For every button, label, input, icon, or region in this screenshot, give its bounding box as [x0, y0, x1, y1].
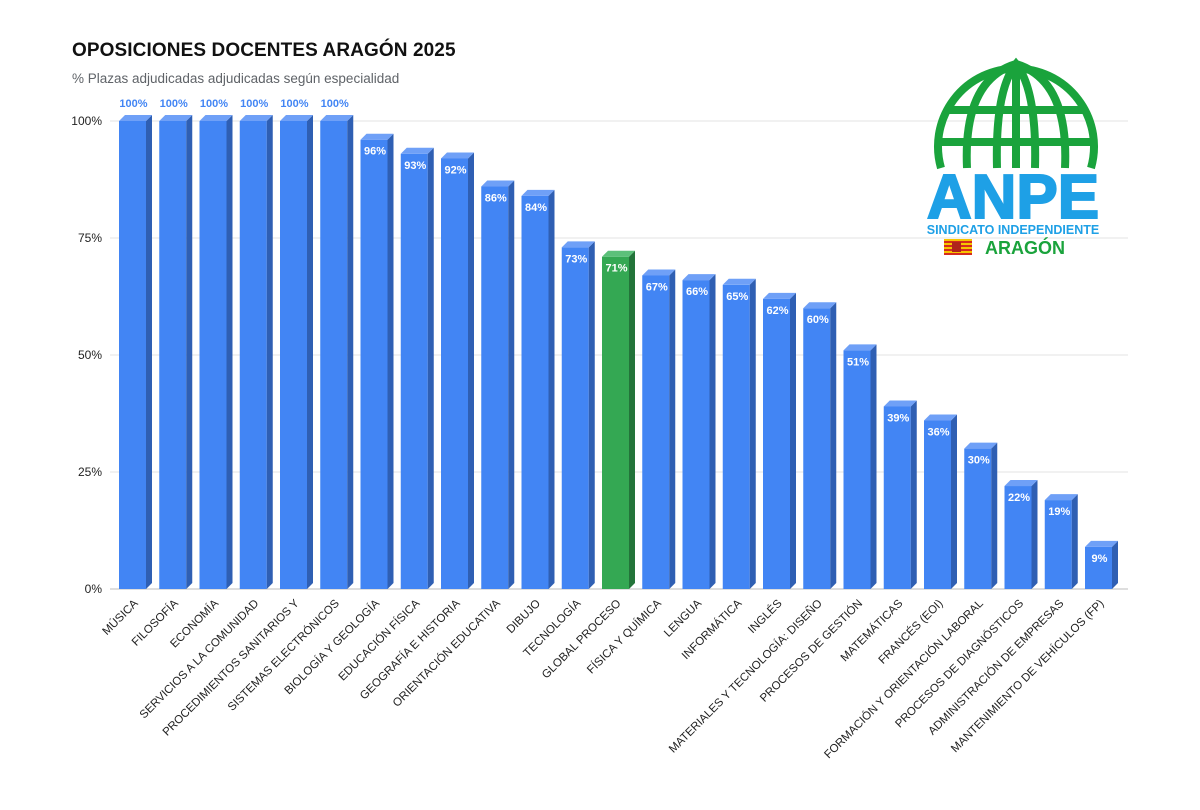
- data-label: 100%: [200, 98, 228, 110]
- data-label: 100%: [160, 98, 188, 110]
- category-label: INGLÉS: [746, 597, 785, 636]
- bar: [561, 241, 595, 590]
- data-label: 100%: [280, 98, 308, 110]
- data-label: 93%: [404, 160, 426, 172]
- data-label: 19%: [1048, 506, 1070, 518]
- bar: [924, 414, 957, 589]
- category-label: MANTENIMIENTO DE VEHÍCULOS (FP): [948, 597, 1106, 755]
- bar: [481, 180, 515, 589]
- bar: [843, 344, 877, 589]
- y-tick-label: 25%: [78, 465, 102, 479]
- data-label: 92%: [444, 164, 466, 176]
- bar: [159, 115, 193, 589]
- data-label: 36%: [927, 427, 949, 439]
- bar: [602, 250, 635, 589]
- bar: [280, 115, 313, 589]
- bar: [400, 147, 434, 589]
- bar: [1044, 494, 1078, 589]
- data-label: 62%: [766, 305, 788, 317]
- chart-subtitle: % Plazas adjudicadas adjudicadas según e…: [72, 71, 400, 86]
- y-tick-label: 100%: [71, 114, 102, 128]
- logo-region: ARAGÓN: [985, 237, 1065, 258]
- data-label: 66%: [686, 286, 708, 298]
- y-axis-ticks: 0% 25% 50% 75% 100%: [71, 114, 102, 596]
- data-label: 67%: [646, 281, 668, 293]
- data-label: 9%: [1092, 553, 1108, 565]
- aragon-flag-icon: [944, 239, 972, 255]
- bar: [521, 189, 555, 589]
- bar: [964, 442, 998, 589]
- anpe-logo: ANPE SINDICATO INDEPENDIENTE ARAGÓN: [926, 57, 1100, 258]
- category-label: LENGUA: [662, 597, 704, 639]
- bar: [239, 115, 273, 589]
- data-label: 22%: [1008, 492, 1030, 504]
- bar: [1085, 540, 1118, 589]
- data-label: 100%: [240, 98, 268, 110]
- category-label: FÍSICA Y QUÍMICA: [584, 597, 664, 677]
- category-label: MÚSICA: [100, 597, 141, 638]
- data-label: 84%: [525, 202, 547, 214]
- category-label: DIBUJO: [505, 598, 543, 636]
- data-label: 73%: [565, 253, 587, 265]
- bar: [722, 278, 756, 589]
- svg-text:ANPE: ANPE: [927, 163, 1099, 232]
- category-label: MATERIALES Y TECNOLOGÍA: DISEÑO: [666, 597, 825, 756]
- bar: [642, 269, 676, 589]
- bar: [803, 302, 837, 589]
- data-label: 71%: [605, 263, 627, 275]
- chart-title: OPOSICIONES DOCENTES ARAGÓN 2025: [72, 40, 456, 61]
- data-label: 60%: [807, 314, 829, 326]
- bar: [763, 292, 796, 589]
- y-tick-label: 75%: [78, 231, 102, 245]
- data-label: 100%: [321, 98, 349, 110]
- bar: [360, 133, 394, 589]
- anpe-wordmark: ANPE SINDICATO INDEPENDIENTE: [926, 162, 1100, 237]
- bar: [441, 152, 474, 589]
- data-label: 86%: [485, 193, 507, 205]
- data-label: 65%: [726, 291, 748, 303]
- svg-text:SINDICATO INDEPENDIENTE: SINDICATO INDEPENDIENTE: [927, 223, 1099, 237]
- category-label: EDUCACIÓN FÍSICA: [336, 597, 423, 684]
- bar: [199, 115, 233, 589]
- bar: [883, 400, 917, 589]
- data-label: 39%: [887, 412, 909, 424]
- bar: [682, 274, 716, 589]
- bar: [1004, 480, 1038, 589]
- y-tick-label: 0%: [85, 582, 103, 596]
- bar: [320, 115, 354, 589]
- globe-icon: [934, 57, 1098, 170]
- y-tick-label: 50%: [78, 348, 102, 362]
- data-label: 30%: [968, 455, 990, 467]
- data-label: 51%: [847, 356, 869, 368]
- data-label: 96%: [364, 146, 386, 158]
- data-labels: 100% 100% 100% 100% 100% 100% 96% 93% 92% 86% 84% 7…: [119, 98, 1107, 565]
- bar: [119, 115, 152, 589]
- category-label: GLOBAL PROCESO: [540, 598, 624, 682]
- data-label: 100%: [119, 98, 147, 110]
- bars: [119, 115, 1118, 590]
